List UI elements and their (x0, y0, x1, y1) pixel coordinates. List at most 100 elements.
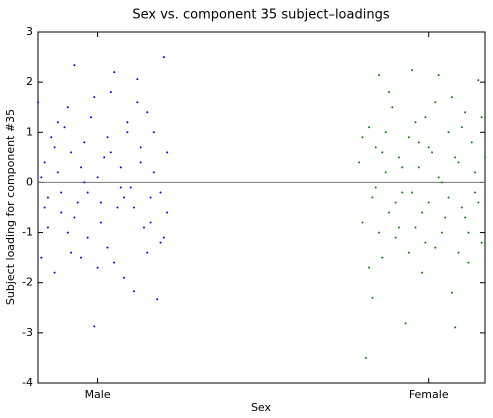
point (83, 141, 86, 144)
point (103, 156, 106, 159)
point (450, 291, 453, 294)
point (361, 136, 364, 139)
point (467, 261, 470, 264)
point (89, 116, 92, 119)
y-tick-label: 2 (26, 75, 33, 88)
point (43, 161, 46, 164)
point (66, 231, 69, 234)
point (387, 211, 390, 214)
point (480, 241, 483, 244)
point (407, 251, 410, 254)
point (40, 256, 43, 259)
chart-title: Sex vs. component 35 subject–loadings (132, 8, 389, 23)
point (424, 116, 427, 119)
point (447, 196, 450, 199)
point (70, 251, 73, 254)
point (371, 296, 374, 299)
point (43, 206, 46, 209)
point (434, 101, 437, 104)
point (447, 131, 450, 134)
point (358, 161, 361, 164)
point (93, 96, 96, 99)
point (454, 156, 457, 159)
point (440, 231, 443, 234)
point (437, 176, 440, 179)
point (414, 121, 417, 124)
point (156, 298, 159, 301)
point (427, 201, 430, 204)
point (397, 156, 400, 159)
point (73, 216, 76, 219)
point (477, 201, 480, 204)
point (149, 221, 152, 224)
point (404, 322, 407, 325)
point (113, 261, 116, 264)
point (126, 121, 129, 124)
point (136, 78, 139, 81)
point (417, 141, 420, 144)
point (414, 226, 417, 229)
point (477, 79, 480, 82)
point (407, 136, 410, 139)
point (159, 241, 162, 244)
point (123, 196, 126, 199)
point (63, 126, 66, 129)
point (437, 74, 440, 77)
point (113, 71, 116, 74)
point (56, 121, 59, 124)
point (378, 74, 381, 77)
point (381, 151, 384, 154)
point (152, 131, 155, 134)
point (361, 221, 364, 224)
point (411, 69, 414, 72)
point (146, 111, 149, 114)
point (457, 161, 460, 164)
point (394, 236, 397, 239)
point (394, 201, 397, 204)
point (66, 106, 69, 109)
point (378, 231, 381, 234)
y-tick-label: -2 (22, 276, 33, 289)
point (152, 171, 155, 174)
y-tick-label: -4 (22, 376, 33, 389)
point (50, 136, 53, 139)
point (126, 131, 129, 134)
point (454, 326, 457, 329)
x-tick-label: Male (85, 388, 111, 401)
point (474, 171, 477, 174)
point (381, 256, 384, 259)
point (99, 201, 102, 204)
point (119, 186, 122, 189)
point (166, 211, 169, 214)
point (384, 131, 387, 134)
point (371, 196, 374, 199)
point (56, 171, 59, 174)
point (427, 146, 430, 149)
y-tick-label: -3 (22, 326, 33, 339)
point (440, 181, 443, 184)
point (60, 211, 63, 214)
x-axis-label: Sex (251, 401, 272, 414)
point (368, 266, 371, 269)
point (40, 176, 43, 179)
point (86, 191, 89, 194)
point (374, 186, 377, 189)
point (60, 191, 63, 194)
point (460, 206, 463, 209)
point (421, 271, 424, 274)
point (374, 146, 377, 149)
point (53, 146, 56, 149)
point (139, 146, 142, 149)
point (80, 166, 83, 169)
point (457, 251, 460, 254)
point (123, 276, 126, 279)
point (450, 96, 453, 99)
point (116, 206, 119, 209)
point (133, 290, 136, 293)
point (401, 166, 404, 169)
point (119, 166, 122, 169)
point (139, 161, 142, 164)
point (129, 186, 132, 189)
x-tick-label: Female (409, 388, 449, 401)
